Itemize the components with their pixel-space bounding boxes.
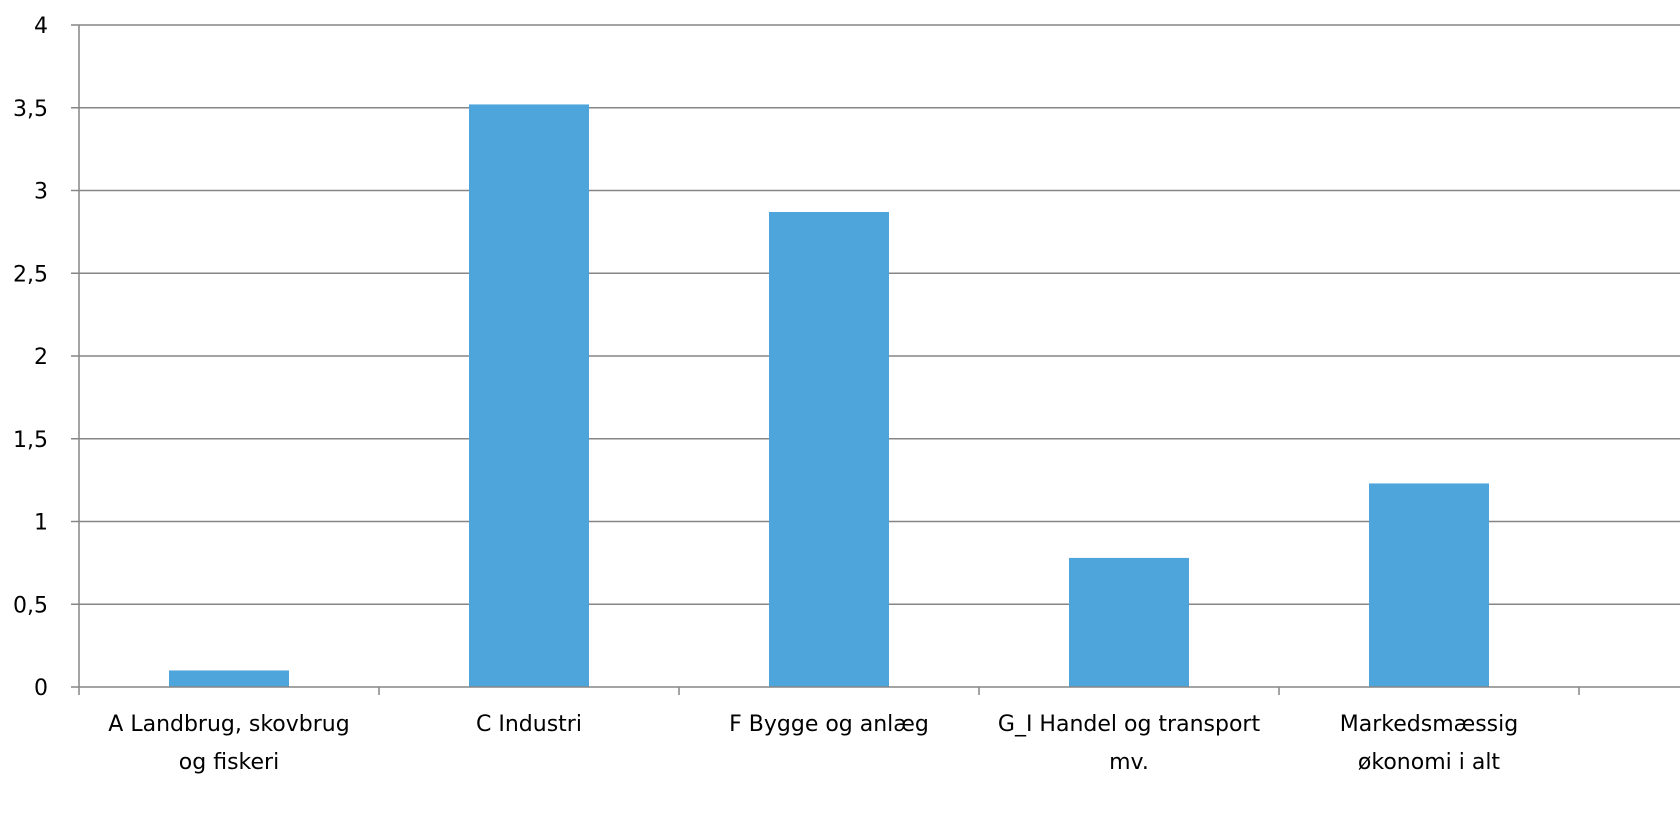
x-category-label: A Landbrug, skovbrug (108, 712, 349, 737)
y-tick-label: 3 (34, 180, 48, 205)
bar (1069, 557, 1189, 687)
x-category-label: og fiskeri (179, 750, 279, 775)
x-category-label: mv. (1109, 750, 1149, 775)
bar (469, 104, 589, 687)
bar (1369, 483, 1489, 687)
y-tick-label: 4 (34, 14, 48, 39)
x-category-label: C Industri (476, 712, 582, 737)
x-category-label: økonomi i alt (1358, 750, 1501, 775)
bar (169, 670, 289, 687)
bar (769, 212, 889, 687)
y-tick-labels: 0 0,5 1 1,5 2 2,5 3 3,5 4 (13, 14, 48, 701)
y-tick-label: 2 (34, 345, 48, 370)
axes (71, 24, 1680, 695)
y-tick-label: 0,5 (13, 593, 48, 618)
x-category-label: G_I Handel og transport (998, 712, 1261, 737)
x-category-label: Markedsmæssig (1340, 712, 1518, 737)
y-tick-label: 0 (34, 676, 48, 701)
y-tick-label: 1,5 (13, 428, 48, 453)
y-tick-label: 3,5 (13, 97, 48, 122)
x-category-label: F Bygge og anlæg (729, 712, 929, 737)
bars (169, 104, 1489, 687)
y-tick-label: 2,5 (13, 262, 48, 287)
y-tick-label: 1 (34, 511, 48, 536)
x-category-labels: A Landbrug, skovbrug og fiskeri C Industri… (108, 712, 1518, 775)
